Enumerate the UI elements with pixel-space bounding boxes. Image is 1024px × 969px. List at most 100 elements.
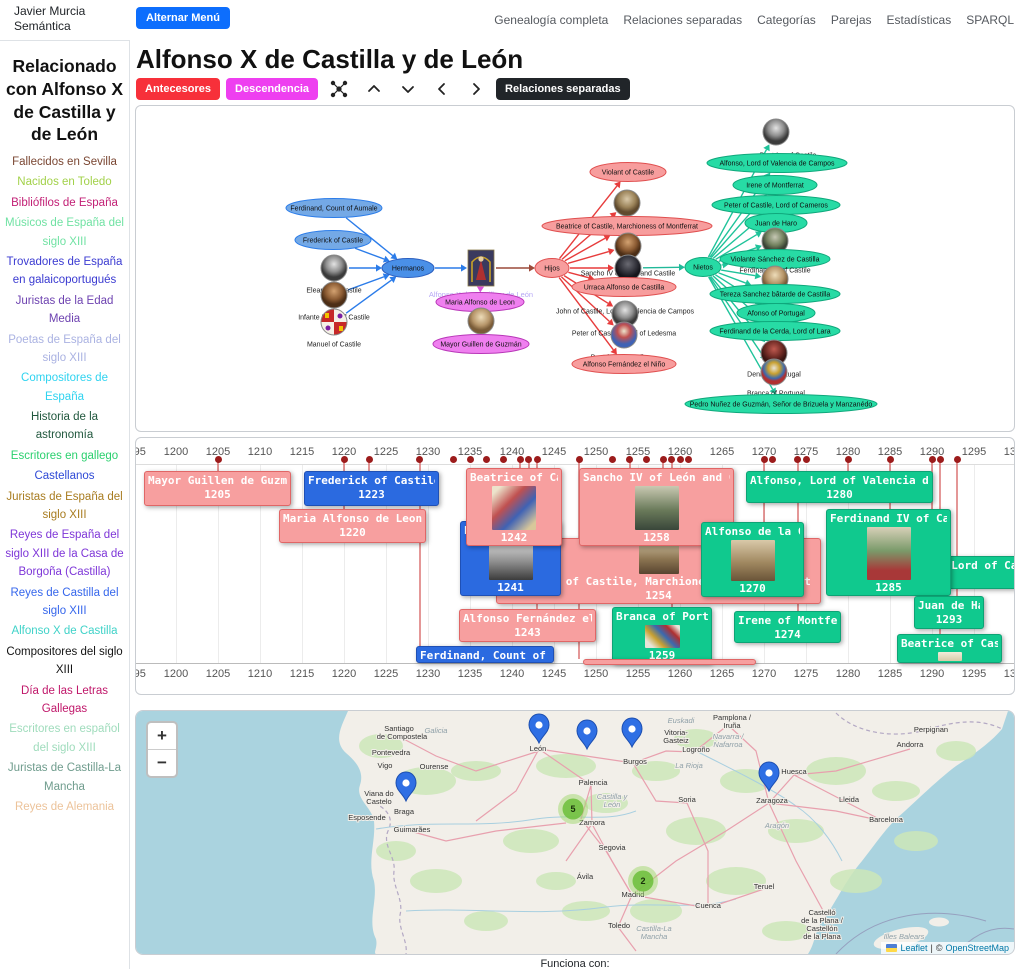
map-cluster-marker[interactable]: 5 — [558, 794, 588, 824]
graph-node-shape[interactable] — [571, 354, 677, 374]
nav-link-estad-sticas[interactable]: Estadísticas — [886, 13, 952, 27]
pan-right-icon[interactable] — [462, 79, 490, 99]
timeline-event-dot[interactable] — [928, 456, 936, 463]
timeline-event-dot[interactable] — [575, 456, 583, 463]
graph-node-g_img_top[interactable] — [762, 118, 790, 146]
map-zoom-in-button[interactable]: + — [148, 723, 176, 750]
graph-node-shape[interactable] — [732, 175, 818, 195]
family-graph-panel[interactable]: Ferdinand, Count of Aumale Frederick of C… — [135, 105, 1015, 432]
timeline-event-dot[interactable] — [668, 456, 676, 463]
timeline-event-dot[interactable] — [659, 456, 667, 463]
timeline-event-dot[interactable] — [214, 456, 222, 463]
timeline-item-mayor_t[interactable]: Mayor Guillen de Guzmán 1205 — [144, 471, 291, 506]
graph-node-tereza[interactable]: Tereza Sanchez bâtarde de Castilla — [709, 284, 841, 304]
graph-node-shape[interactable] — [684, 257, 722, 277]
timeline-event-dot[interactable] — [760, 456, 768, 463]
graph-node-shape[interactable] — [534, 258, 570, 278]
graph-node-hermanos[interactable]: Hermanos — [381, 258, 435, 278]
sidebar-category-link[interactable]: Juristas de España del siglo XIII — [6, 490, 123, 522]
osm-link[interactable]: OpenStreetMap — [945, 943, 1009, 953]
timeline-item-branca_t[interactable]: Branca of Portugal 1259 — [612, 607, 712, 664]
nav-link-categor-as[interactable]: Categorías — [757, 13, 816, 27]
map-zoom-out-button[interactable]: − — [157, 753, 167, 772]
timeline-item-maria_t[interactable]: Maria Alfonso de Leon 1220 — [279, 509, 426, 543]
graph-node-alfonso_lvc[interactable]: Alfonso, Lord of Valencia de Campos — [706, 153, 848, 173]
graph-node-aumale[interactable]: Ferdinand, Count of Aumale — [285, 198, 383, 218]
graph-node-shape[interactable] — [320, 308, 348, 336]
sidebar-category-link[interactable]: Trovadores de España en galaicoportugués — [6, 255, 123, 287]
graph-node-denis[interactable]: Denis of Portugal — [747, 358, 801, 386]
timeline-item-haro_t[interactable]: Juan de Haro1293 — [914, 596, 984, 629]
sidebar-category-link[interactable]: Historia de la astronomía — [30, 411, 99, 442]
nav-link-sparql[interactable]: SPARQL — [966, 13, 1014, 27]
graph-node-shape[interactable] — [294, 230, 372, 250]
timeline-item-sliver[interactable] — [583, 659, 756, 665]
toggle-menu-button[interactable]: Alternar Menú — [136, 7, 230, 29]
graph-node-alfonso[interactable]: Alfonso X de Castilla y de León — [429, 249, 533, 299]
sidebar-category-link[interactable]: Escritores en español del siglo XIII — [9, 723, 120, 754]
sidebar-category-link[interactable]: Día de las Letras Gallegas — [21, 684, 108, 715]
graph-node-peter_l[interactable]: Peter of Castile, Lord of Ledesma — [572, 321, 676, 349]
sidebar-category-link[interactable]: Músicos de España del siglo XIII — [5, 217, 124, 248]
timeline-event-dot[interactable] — [449, 456, 457, 463]
sidebar-category-link[interactable]: Fallecidos en Sevilla — [12, 156, 117, 168]
timeline-item-cerda_t[interactable]: Alfonso de la Cerda 1270 — [701, 522, 804, 597]
map-pin-marker[interactable] — [528, 713, 550, 745]
timeline-canvas[interactable]: 1195 1195 1200 1200 1205 1205 1210 1210 1215 1215… — [136, 438, 1014, 694]
timeline-event-dot[interactable] — [609, 456, 617, 463]
timeline-event-dot[interactable] — [768, 456, 776, 463]
timeline-event-dot[interactable] — [684, 456, 692, 463]
sidebar-category-link[interactable]: Nacidos en Toledo — [17, 176, 112, 189]
sidebar-category-link[interactable]: Reyes de Alemania — [14, 800, 115, 813]
graph-node-mguillen_img[interactable] — [467, 307, 495, 335]
timeline-event-dot[interactable] — [516, 456, 524, 463]
timeline-event-dot[interactable] — [533, 456, 541, 463]
pan-up-icon[interactable] — [360, 79, 388, 99]
descendencia-button[interactable]: Descendencia — [226, 78, 319, 100]
timeline-event-dot[interactable] — [953, 456, 961, 463]
timeline-event-dot[interactable] — [642, 456, 650, 463]
timeline-item-lvc_t[interactable]: Alfonso, Lord of Valencia de Campos1280 — [746, 471, 933, 503]
graph-node-shape[interactable] — [589, 162, 667, 182]
portrait-image[interactable] — [760, 358, 788, 386]
sidebar-category-link[interactable]: Reyes de España del siglo XIII de la Cas… — [5, 529, 124, 579]
graph-node-shape[interactable] — [706, 153, 848, 173]
sidebar-category-link[interactable]: Castellanos — [34, 470, 95, 483]
timeline-event-dot[interactable] — [365, 456, 373, 463]
timeline-event-dot[interactable] — [483, 456, 491, 463]
graph-node-nietos[interactable]: Nietos — [684, 257, 722, 277]
timeline-event-dot[interactable] — [466, 456, 474, 463]
timeline-panel[interactable]: 1195 1195 1200 1200 1205 1205 1210 1210 1215 1215… — [135, 437, 1015, 695]
graph-node-afonso_p[interactable]: Afonso of Portugal — [736, 303, 816, 323]
graph-node-irene_g[interactable]: Irene of Montferrat — [732, 175, 818, 195]
graph-node-shape[interactable] — [684, 394, 878, 414]
timeline-item-beatrice_b[interactable]: Beatrice of Castile — [897, 634, 1002, 663]
map-cluster-marker[interactable]: 2 — [628, 866, 658, 896]
timeline-event-dot[interactable] — [525, 456, 533, 463]
timeline-item-irene_t[interactable]: Irene of Montferrat1274 — [734, 611, 841, 643]
sidebar-category-link[interactable]: Reyes de Castilla del siglo XIII — [10, 586, 119, 617]
timeline-event-dot[interactable] — [626, 456, 634, 463]
timeline-event-dot[interactable] — [886, 456, 894, 463]
map-pin-marker[interactable] — [576, 719, 598, 751]
antecesores-button[interactable]: Antecesores — [136, 78, 221, 100]
sidebar-category-link[interactable]: Juristas de la Edad Media — [15, 294, 114, 326]
sidebar-category-link[interactable]: Bibliófilos de España — [11, 196, 118, 209]
sidebar-category-link[interactable]: Escritores en gallego — [10, 449, 119, 462]
nav-link-genealog-a-completa[interactable]: Genealogía completa — [494, 13, 609, 27]
timeline-item-beatrice_t[interactable]: Beatrice of Castile 1242 — [466, 468, 562, 546]
portrait-image[interactable] — [320, 254, 348, 282]
graph-node-shape[interactable] — [381, 258, 435, 278]
graph-node-h_img1[interactable] — [613, 189, 641, 217]
graph-node-mayor[interactable]: Mayor Guillen de Guzmán — [432, 334, 530, 354]
graph-node-peter_cam[interactable]: Peter of Castile, Lord of Cameros — [711, 195, 841, 215]
pan-left-icon[interactable] — [428, 79, 456, 99]
graph-node-hijos[interactable]: Hijos — [534, 258, 570, 278]
fit-graph-icon[interactable] — [324, 78, 354, 100]
nav-link-relaciones-separadas[interactable]: Relaciones separadas — [623, 13, 743, 27]
timeline-event-dot[interactable] — [676, 456, 684, 463]
leaflet-link[interactable]: Leaflet — [900, 943, 928, 953]
portrait-image[interactable] — [613, 189, 641, 217]
timeline-event-dot[interactable] — [416, 456, 424, 463]
relaciones-separadas-button[interactable]: Relaciones separadas — [496, 78, 630, 100]
